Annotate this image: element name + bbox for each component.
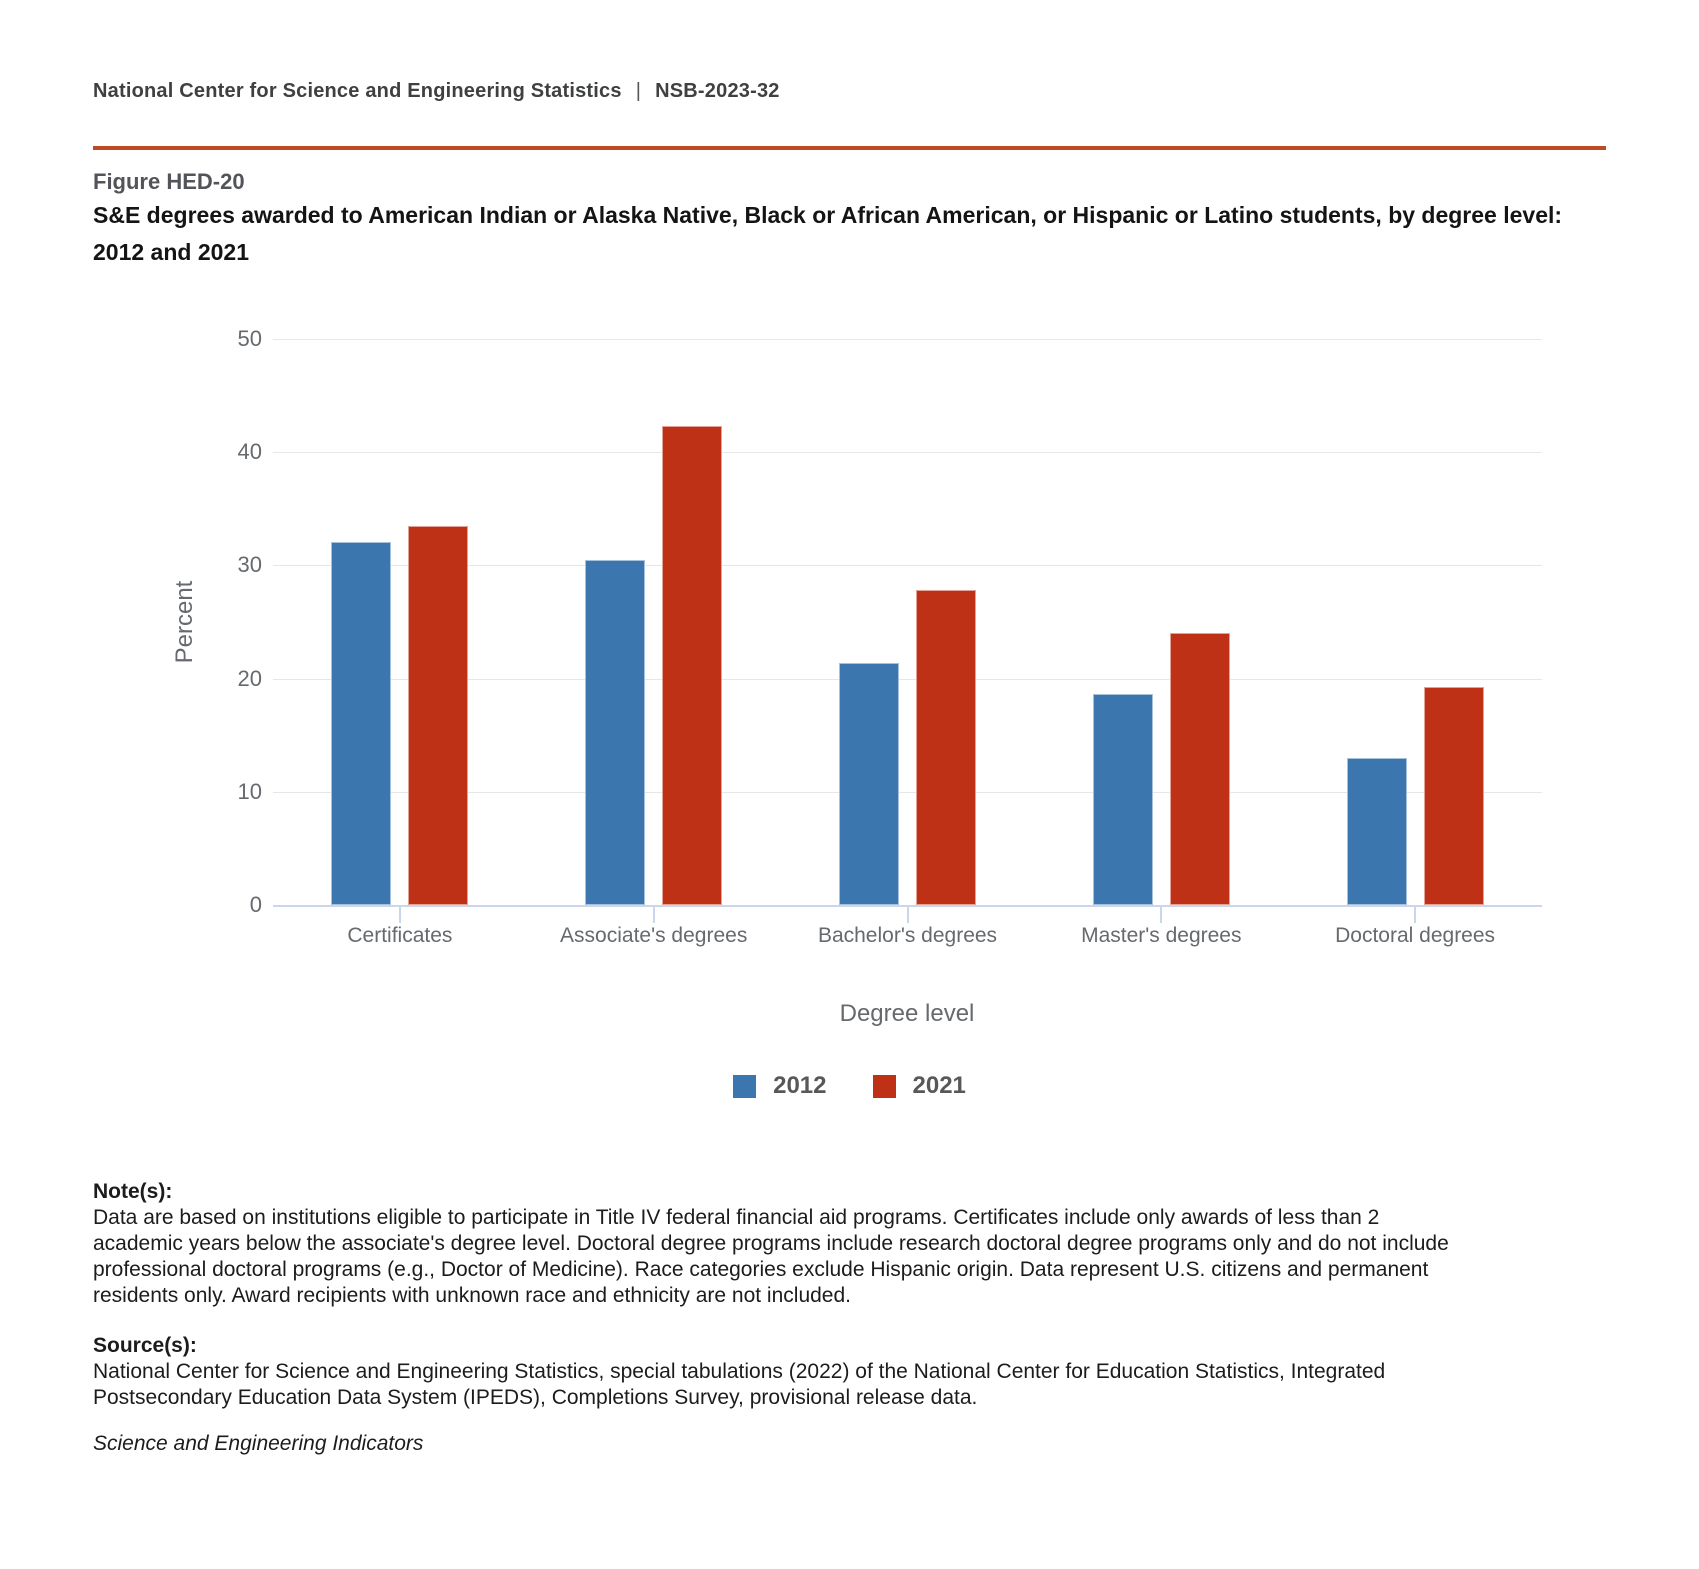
gridline-50 [273,339,1542,340]
y-tick-label-30: 30 [237,552,262,578]
bar-chart: Percent 0 10 20 30 40 50 Certificates Associate… [0,326,1699,1100]
y-tick-label-40: 40 [237,439,262,465]
bar-2012-bachelor-s-degrees[interactable] [839,662,899,905]
legend-item-2021[interactable]: 2021 [872,1072,966,1100]
bar-2012-associate-s-degrees[interactable] [585,559,646,905]
bar-2021-certificates[interactable] [408,525,469,905]
page-header: National Center for Science and Engineer… [93,80,780,103]
note-line: academic years below the associate's deg… [93,1232,1449,1255]
legend-label-2021: 2021 [912,1072,966,1099]
footnotes: Note(s): Data are based on institutions … [93,1178,1593,1457]
bar-2012-doctoral-degrees[interactable] [1346,757,1407,905]
category-label-bachelor-s-degrees: Bachelor's degrees [817,924,998,947]
note-line: residents only. Award recipients with un… [93,1284,851,1307]
chart-legend: 2012 2021 [0,1072,1699,1100]
x-axis-title: Degree level [839,1000,975,1027]
header-agency: National Center for Science and Engineer… [93,80,622,102]
notes-label: Note(s): [93,1180,173,1203]
bar-2012-master-s-degrees[interactable] [1092,694,1153,905]
sources-block: Source(s): National Center for Science a… [93,1332,1593,1411]
figure-title-line: 2012 and 2021 [93,239,250,265]
gridline-10 [273,791,1542,793]
x-axis-tick-doctoral-degrees [1414,905,1417,923]
gridline-20 [273,678,1542,680]
sources-text: National Center for Science and Engineer… [93,1359,1593,1411]
gridline-40 [273,452,1542,454]
y-tick-label-0: 0 [249,892,262,917]
source-line: National Center for Science and Engineer… [93,1360,1386,1383]
legend-item-2012[interactable]: 2012 [733,1072,827,1100]
x-axis-tick-certificates [398,905,401,923]
header-report-number: NSB-2023-32 [655,80,780,102]
x-axis-tick-associate-s-degrees [652,905,655,923]
category-label-associate-s-degrees: Associate's degrees [560,924,748,947]
note-line: professional doctoral programs (e.g., Do… [93,1258,1429,1281]
figure-title: S&E degrees awarded to American Indian o… [93,197,1562,271]
accent-rule [93,146,1606,150]
category-label-master-s-degrees: Master's degrees [1081,924,1242,947]
sources-label: Source(s): [93,1334,197,1357]
y-tick-label-20: 20 [237,665,262,691]
x-axis-tick-bachelor-s-degrees [906,905,909,923]
category-label-doctoral-degrees: Doctoral degrees [1335,924,1496,947]
bar-2021-master-s-degrees[interactable] [1169,633,1230,905]
header-divider: | [635,80,642,102]
y-tick-label-50: 50 [237,326,262,351]
y-tick-label-10: 10 [237,778,262,804]
bar-2021-doctoral-degrees[interactable] [1423,686,1484,905]
bar-2012-certificates[interactable] [331,541,392,905]
legend-swatch-2012 [733,1074,757,1098]
notes-text: Data are based on institutions eligible … [93,1205,1593,1309]
bar-2021-bachelor-s-degrees[interactable] [916,590,976,905]
legend-label-2012: 2012 [773,1072,827,1099]
publication-tagline: Science and Engineering Indicators [93,1432,424,1455]
y-axis-title: Percent [171,580,198,664]
category-label-certificates: Certificates [347,924,453,947]
x-axis-tick-master-s-degrees [1160,905,1163,923]
figure-label: Figure HED-20 [93,169,245,194]
note-line: Data are based on institutions eligible … [93,1206,1380,1229]
source-line: Postsecondary Education Data System (IPE… [93,1386,978,1409]
bar-2021-associate-s-degrees[interactable] [662,426,723,905]
gridline-30 [273,565,1542,567]
figure-title-line: S&E degrees awarded to American Indian o… [93,202,1563,228]
legend-swatch-2021 [872,1074,896,1098]
